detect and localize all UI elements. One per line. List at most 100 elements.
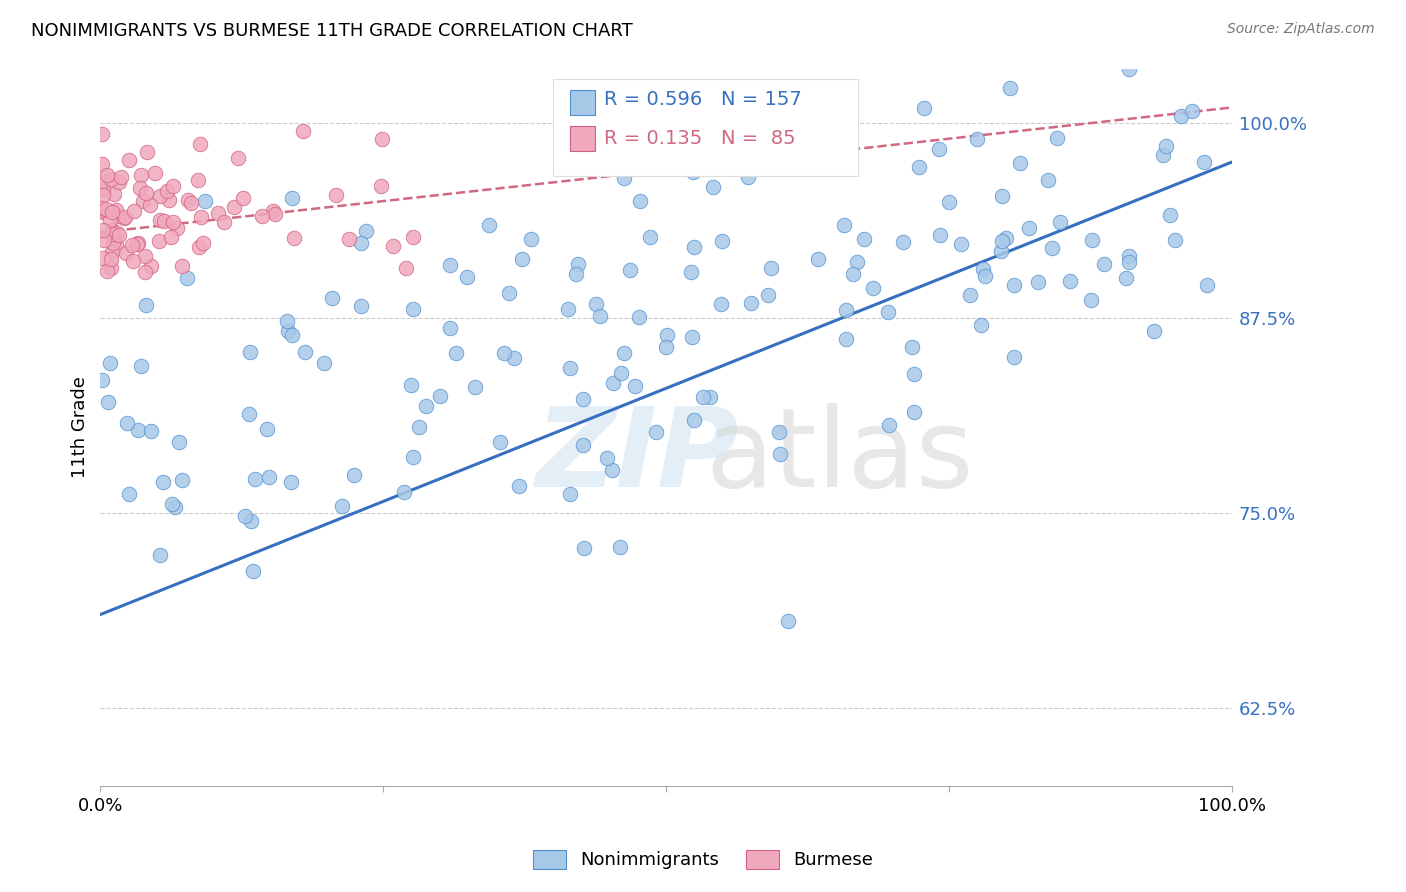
- Point: [162, 178, 184, 193]
- Point: [188, 136, 211, 151]
- Text: ZIP: ZIP: [536, 402, 740, 509]
- Point: [162, 497, 184, 511]
- Point: [91, 252, 114, 266]
- Point: [172, 259, 194, 273]
- Point: [994, 231, 1017, 245]
- Point: [222, 200, 245, 214]
- Point: [394, 260, 416, 275]
- Point: [596, 451, 619, 466]
- Point: [1081, 233, 1104, 247]
- Point: [312, 355, 335, 369]
- Point: [166, 220, 188, 235]
- Point: [1115, 271, 1137, 285]
- Point: [1092, 257, 1115, 271]
- Point: [998, 80, 1021, 95]
- FancyBboxPatch shape: [553, 79, 858, 176]
- Point: [330, 500, 353, 514]
- Point: [1143, 324, 1166, 338]
- Point: [252, 209, 274, 223]
- Point: [589, 309, 612, 323]
- Point: [585, 297, 607, 311]
- Point: [1154, 139, 1177, 153]
- Point: [90, 205, 112, 219]
- Point: [846, 254, 869, 268]
- Point: [117, 487, 139, 501]
- Point: [681, 265, 703, 279]
- Point: [238, 407, 260, 421]
- Point: [108, 175, 131, 189]
- Point: [115, 245, 138, 260]
- Point: [503, 351, 526, 366]
- Text: Source: ZipAtlas.com: Source: ZipAtlas.com: [1227, 22, 1375, 37]
- Point: [226, 151, 249, 165]
- Point: [638, 229, 661, 244]
- Point: [280, 191, 302, 205]
- Point: [1059, 274, 1081, 288]
- Point: [108, 227, 131, 242]
- Point: [1181, 104, 1204, 119]
- Point: [699, 390, 721, 404]
- Point: [115, 416, 138, 430]
- Point: [702, 180, 724, 194]
- Point: [600, 463, 623, 477]
- Point: [692, 390, 714, 404]
- Point: [294, 345, 316, 359]
- Point: [259, 469, 281, 483]
- Point: [1192, 154, 1215, 169]
- Point: [112, 211, 135, 225]
- Point: [877, 304, 900, 318]
- Point: [1026, 275, 1049, 289]
- Point: [129, 168, 152, 182]
- Point: [97, 395, 120, 409]
- Point: [129, 359, 152, 373]
- Legend: Nonimmigrants, Burmese: Nonimmigrants, Burmese: [524, 841, 882, 879]
- Point: [1018, 220, 1040, 235]
- Point: [96, 202, 118, 216]
- Point: [291, 124, 314, 138]
- Point: [609, 540, 631, 554]
- Point: [157, 193, 180, 207]
- Point: [655, 340, 678, 354]
- Point: [98, 212, 121, 227]
- Point: [194, 194, 217, 208]
- Point: [1195, 278, 1218, 293]
- Point: [370, 179, 392, 194]
- Point: [619, 263, 641, 277]
- Point: [239, 344, 262, 359]
- Point: [912, 101, 935, 115]
- Point: [1170, 109, 1192, 123]
- Point: [768, 425, 790, 439]
- Point: [100, 252, 122, 267]
- Point: [281, 327, 304, 342]
- Point: [402, 450, 425, 464]
- Point: [149, 213, 172, 227]
- Point: [350, 300, 373, 314]
- Point: [1040, 241, 1063, 255]
- Point: [928, 142, 950, 156]
- Point: [1008, 156, 1031, 170]
- Point: [93, 223, 115, 237]
- Point: [177, 193, 200, 207]
- Point: [149, 548, 172, 562]
- Point: [122, 204, 145, 219]
- Point: [572, 438, 595, 452]
- Point: [1152, 147, 1174, 161]
- Point: [212, 215, 235, 229]
- Point: [478, 218, 501, 232]
- Point: [1080, 293, 1102, 307]
- Point: [520, 232, 543, 246]
- Point: [494, 346, 516, 360]
- FancyBboxPatch shape: [569, 126, 595, 151]
- Point: [103, 187, 125, 202]
- Point: [93, 233, 115, 247]
- Point: [682, 240, 704, 254]
- Point: [429, 389, 451, 403]
- Point: [356, 224, 378, 238]
- Point: [928, 228, 950, 243]
- Point: [657, 327, 679, 342]
- Point: [508, 479, 530, 493]
- Point: [1118, 62, 1140, 77]
- Point: [557, 301, 579, 316]
- Point: [966, 132, 988, 146]
- Point: [167, 434, 190, 449]
